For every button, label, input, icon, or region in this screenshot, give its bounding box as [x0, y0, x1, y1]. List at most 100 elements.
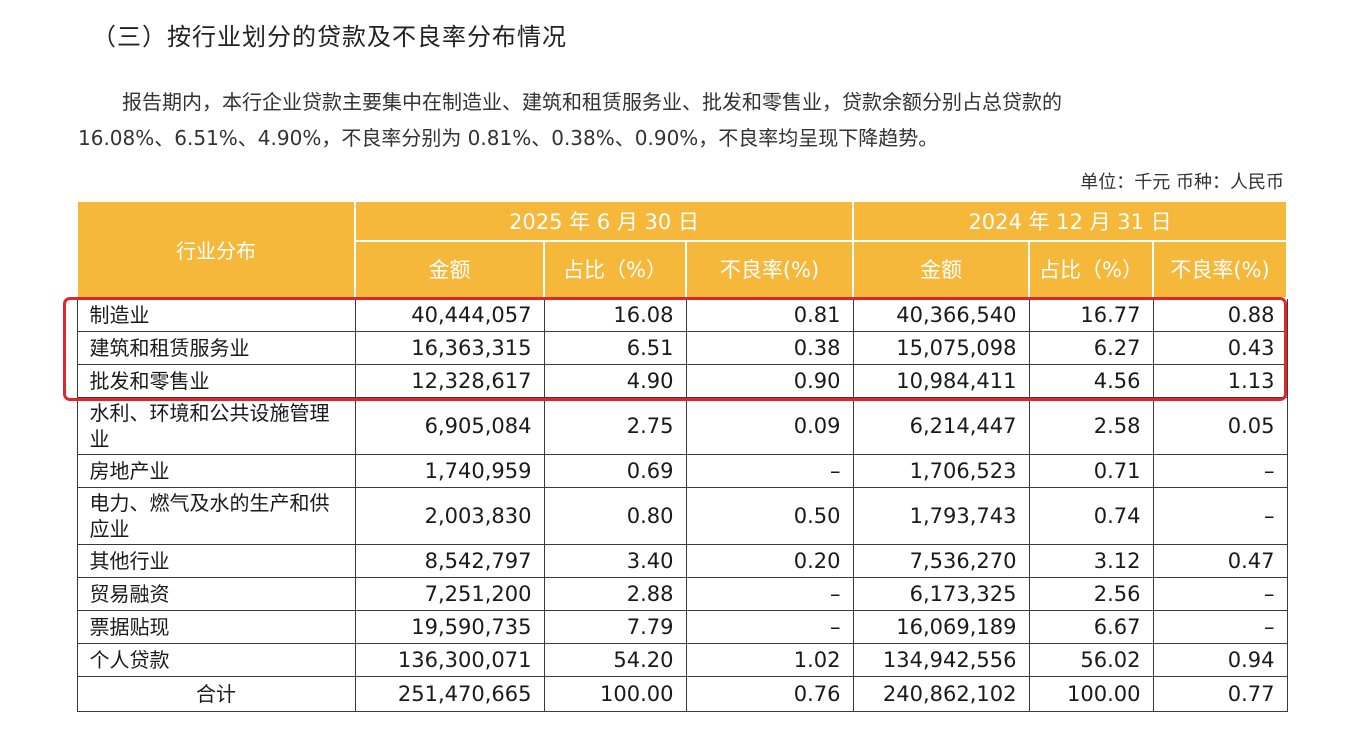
- amount-2025-cell: 19,590,735: [354, 610, 545, 644]
- share-2025-cell: 16.08: [543, 297, 687, 332]
- amount-2025-cell: 7,251,200: [354, 577, 545, 611]
- header-period-2024-12-31: 2024 年 12 月 31 日: [852, 200, 1289, 242]
- industry-name-cell: 票据贴现: [76, 610, 356, 644]
- amount-2024-cell: 7,536,270: [852, 544, 1030, 578]
- amount-2024-cell: 10,984,411: [852, 364, 1030, 398]
- share-2024-cell: 0.74: [1028, 487, 1154, 545]
- unit-note: 单位：千元 币种：人民币: [1080, 172, 1284, 193]
- table-row: 票据贴现 19,590,735 7.79–16,069,189 6.67–: [76, 610, 1288, 644]
- share-2025-cell: 2.75: [543, 397, 687, 455]
- amount-2025-cell: 2,003,830: [354, 487, 545, 545]
- table-row: 贸易融资 7,251,200 2.88–6,173,325 2.56–: [76, 577, 1288, 611]
- table-row: 其他行业 8,542,797 3.40 0.20 7,536,270 3.12 0.47: [76, 544, 1288, 578]
- industry-name-cell: 建筑和租赁服务业: [76, 331, 356, 365]
- amount-2025-cell: 136,300,071: [354, 643, 545, 677]
- npl-2025-cell: 0.38: [685, 331, 854, 365]
- header-period-2025-06-30: 2025 年 6 月 30 日: [353, 200, 855, 242]
- industry-name-cell: 批发和零售业: [76, 364, 356, 398]
- npl-2024-cell: –: [1152, 610, 1288, 644]
- share-2024-cell: 56.02: [1028, 643, 1154, 677]
- amount-2025-cell: 8,542,797: [354, 544, 545, 578]
- amount-2024-cell: 240,862,102: [852, 676, 1030, 712]
- amount-2024-cell: 1,793,743: [852, 487, 1030, 545]
- industry-name: 贸易融资: [89, 582, 170, 606]
- industry-name: 建筑和租赁服务业: [89, 336, 250, 360]
- amount-2025-cell: 16,363,315: [354, 331, 545, 365]
- amount-2025-cell: 6,905,084: [354, 397, 545, 455]
- header-amount-2025: 金额: [354, 240, 545, 299]
- share-2025-cell: 3.40: [543, 544, 687, 578]
- table-row: 电力、燃气及水的生产和供应业 2,003,830 0.80 0.50 1,793,743…: [76, 487, 1288, 545]
- npl-2024-cell: 0.77: [1152, 676, 1288, 712]
- share-2024-cell: 6.27: [1028, 331, 1154, 365]
- amount-2024-cell: 6,173,325: [852, 577, 1030, 611]
- npl-2024-cell: 0.94: [1152, 643, 1288, 677]
- table-row: 水利、环境和公共设施管理业 6,905,084 2.75 0.09 6,214,447 2…: [76, 397, 1288, 455]
- amount-2024-cell: 134,942,556: [852, 643, 1030, 677]
- share-2025-cell: 100.00: [543, 676, 687, 712]
- industry-name: 制造业: [89, 303, 150, 327]
- npl-2024-cell: –: [1152, 577, 1288, 611]
- npl-2025-cell: –: [685, 610, 854, 644]
- industry-name-cell: 水利、环境和公共设施管理业: [76, 397, 356, 455]
- industry-name-cell: 个人贷款: [76, 643, 356, 677]
- amount-2024-cell: 40,366,540: [852, 297, 1030, 332]
- industry-name: 其他行业: [89, 549, 170, 573]
- share-2024-cell: 0.71: [1028, 454, 1154, 488]
- paragraph-line-1: 报告期内，本行企业贷款主要集中在制造业、建筑和租赁服务业、批发和零售业，贷款余额…: [122, 90, 1062, 114]
- share-2024-cell: 100.00: [1028, 676, 1154, 712]
- npl-2024-cell: –: [1152, 487, 1288, 545]
- industry-name-cell: 电力、燃气及水的生产和供应业: [76, 487, 356, 545]
- section-title: （三）按行业划分的贷款及不良率分布情况: [92, 23, 567, 51]
- industry-name: 个人贷款: [89, 648, 170, 672]
- share-2025-cell: 0.80: [543, 487, 687, 545]
- industry-name-cell: 制造业: [76, 297, 356, 332]
- share-2024-cell: 6.67: [1028, 610, 1154, 644]
- industry-name: 合计: [196, 682, 236, 706]
- industry-name-cell: 合计: [76, 676, 356, 712]
- table-row: 个人贷款 136,300,071 54.20 1.02 134,942,556 56.02…: [76, 643, 1288, 677]
- npl-2025-cell: 0.81: [685, 297, 854, 332]
- summary-paragraph: 报告期内，本行企业贷款主要集中在制造业、建筑和租赁服务业、批发和零售业，贷款余额…: [78, 84, 1293, 156]
- table-row: 建筑和租赁服务业 16,363,315 6.51 0.38 15,075,098 6.27…: [76, 331, 1288, 365]
- paragraph-line-2: 16.08%、6.51%、4.90%，不良率分别为 0.81%、0.38%、0.…: [78, 126, 939, 150]
- share-2024-cell: 3.12: [1028, 544, 1154, 578]
- npl-2025-cell: –: [685, 577, 854, 611]
- npl-2024-cell: –: [1152, 454, 1288, 488]
- share-2025-cell: 6.51: [543, 331, 687, 365]
- amount-2025-cell: 12,328,617: [354, 364, 545, 398]
- amount-2025-cell: 1,740,959: [354, 454, 545, 488]
- npl-2025-cell: 0.09: [685, 397, 854, 455]
- header-npl-2025: 不良率(%): [684, 240, 855, 299]
- table-row: 制造业 40,444,057 16.08 0.81 40,366,540 16.77 0.8…: [76, 297, 1288, 332]
- share-2025-cell: 4.90: [543, 364, 687, 398]
- npl-2024-cell: 0.05: [1152, 397, 1288, 455]
- npl-2024-cell: 0.47: [1152, 544, 1288, 578]
- industry-name: 票据贴现: [89, 615, 170, 639]
- industry-name-cell: 其他行业: [76, 544, 356, 578]
- industry-name: 水利、环境和公共设施管理业: [89, 401, 330, 451]
- header-share-2025: 占比（%）: [543, 240, 687, 299]
- npl-2025-cell: 1.02: [685, 643, 854, 677]
- amount-2024-cell: 15,075,098: [852, 331, 1030, 365]
- npl-2025-cell: 0.20: [685, 544, 854, 578]
- industry-name: 电力、燃气及水的生产和供应业: [89, 491, 330, 541]
- share-2024-cell: 2.56: [1028, 577, 1154, 611]
- share-2024-cell: 4.56: [1028, 364, 1154, 398]
- npl-2024-cell: 0.88: [1152, 297, 1288, 332]
- amount-2025-cell: 40,444,057: [354, 297, 545, 332]
- header-amount-2024: 金额: [852, 240, 1031, 299]
- table-row: 房地产业 1,740,959 0.69–1,706,523 0.71–: [76, 454, 1288, 488]
- header-npl-2024: 不良率(%): [1152, 240, 1289, 299]
- industry-name-cell: 房地产业: [76, 454, 356, 488]
- table-body: 制造业 40,444,057 16.08 0.81 40,366,540 16.77 0.8…: [76, 297, 1288, 712]
- npl-2025-cell: 0.50: [685, 487, 854, 545]
- npl-2025-cell: 0.76: [685, 676, 854, 712]
- share-2025-cell: 0.69: [543, 454, 687, 488]
- header-share-2024: 占比（%）: [1028, 240, 1155, 299]
- industry-loan-table: 行业分布 2025 年 6 月 30 日 2024 年 12 月 31 日 金额…: [76, 200, 1289, 712]
- npl-2025-cell: –: [685, 454, 854, 488]
- amount-2024-cell: 1,706,523: [852, 454, 1030, 488]
- industry-name: 批发和零售业: [89, 369, 210, 393]
- share-2024-cell: 16.77: [1028, 297, 1154, 332]
